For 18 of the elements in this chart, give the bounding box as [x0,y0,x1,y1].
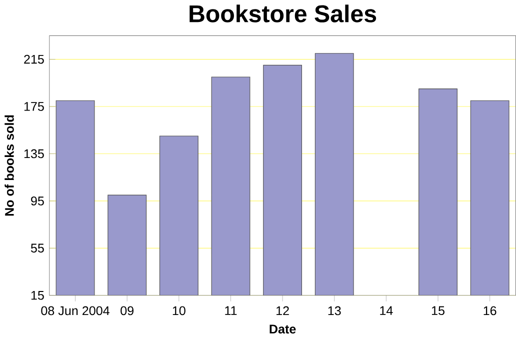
x-tick-label: 10 [172,306,186,316]
y-tick-label: 135 [24,149,44,158]
x-tick-label: 14 [380,306,393,315]
x-axis-title: Date [270,324,296,334]
x-tick-label: 13 [328,306,341,316]
x-tick-label: 16 [484,306,496,316]
y-tick-label: 55 [30,244,44,252]
x-tick-label: 11 [225,306,237,315]
x-tick-label: 09 [120,306,134,316]
y-tick-label: 175 [24,102,44,111]
y-tick-label: 215 [24,54,44,64]
y-tick-label: 15 [31,290,44,300]
chart-title: Bookstore Sales [190,4,376,22]
x-tick-label: 15 [432,306,444,315]
x-tick-label: 12 [276,306,289,315]
y-tick-label: 95 [31,196,44,206]
y-axis-title: No of books sold [4,115,14,216]
x-tick-label: 08 Jun 2004 [41,306,110,316]
